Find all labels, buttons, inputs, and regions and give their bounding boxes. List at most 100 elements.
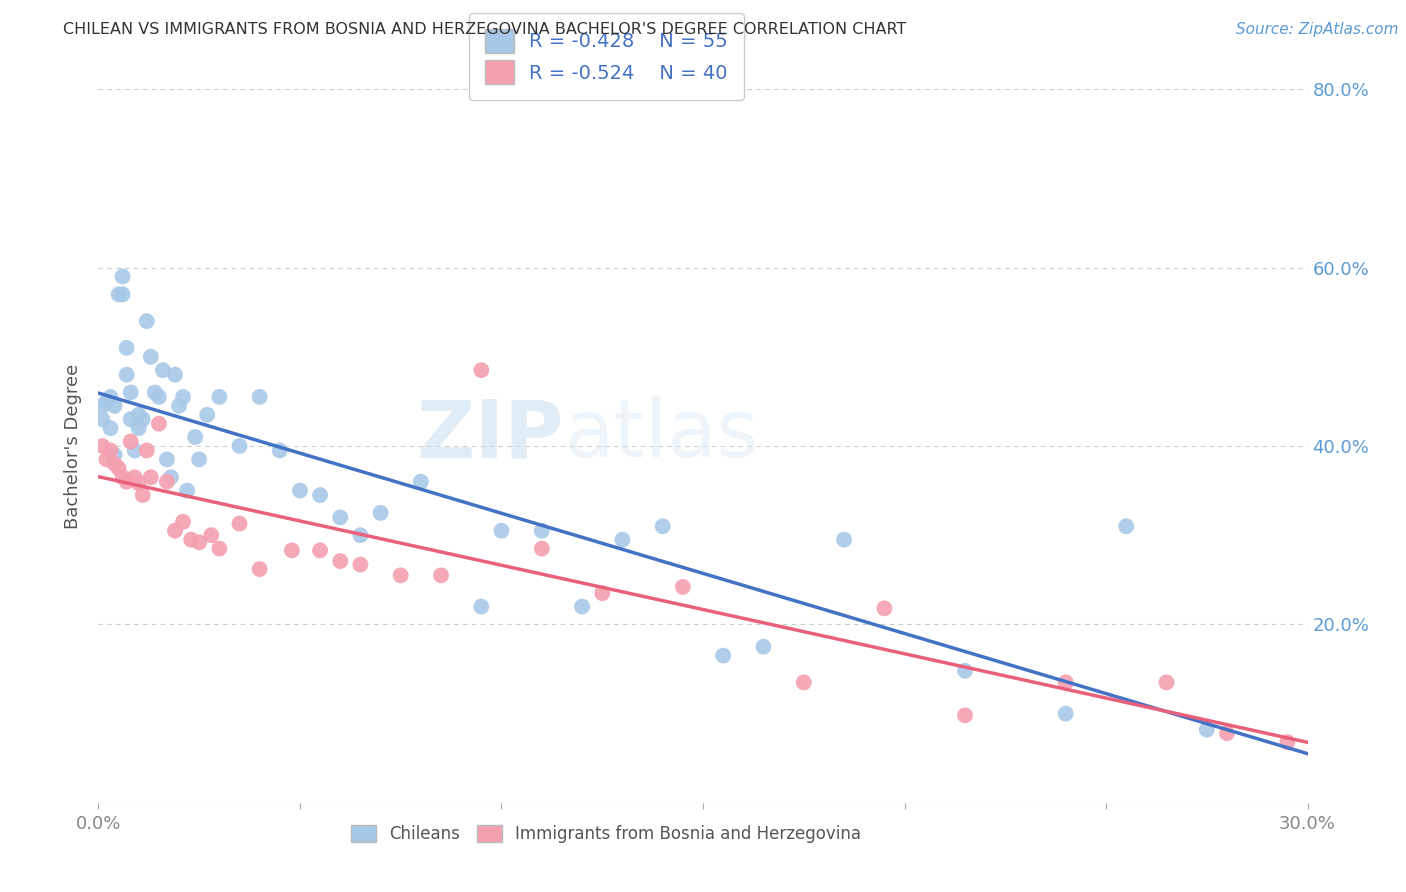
Point — [208, 390, 231, 404]
Point — [349, 528, 371, 542]
Text: CHILEAN VS IMMIGRANTS FROM BOSNIA AND HERZEGOVINA BACHELOR'S DEGREE CORRELATION : CHILEAN VS IMMIGRANTS FROM BOSNIA AND HE… — [63, 22, 907, 37]
Point — [228, 439, 250, 453]
Point — [711, 648, 734, 663]
Point — [1054, 675, 1077, 690]
Point — [167, 399, 190, 413]
Point — [470, 599, 492, 614]
Point — [111, 470, 134, 484]
Point — [530, 524, 553, 538]
Point — [120, 385, 142, 400]
Point — [370, 506, 392, 520]
Text: Source: ZipAtlas.com: Source: ZipAtlas.com — [1236, 22, 1399, 37]
Y-axis label: Bachelor's Degree: Bachelor's Degree — [65, 363, 83, 529]
Point — [953, 664, 976, 678]
Point — [752, 640, 775, 654]
Point — [530, 541, 553, 556]
Point — [124, 470, 146, 484]
Point — [132, 412, 155, 426]
Point — [148, 417, 170, 431]
Point — [176, 483, 198, 498]
Point — [115, 341, 138, 355]
Point — [91, 439, 114, 453]
Point — [156, 452, 179, 467]
Point — [120, 434, 142, 449]
Point — [111, 287, 134, 301]
Point — [163, 524, 186, 538]
Point — [651, 519, 673, 533]
Point — [188, 452, 211, 467]
Point — [120, 412, 142, 426]
Point — [172, 515, 194, 529]
Point — [281, 543, 304, 558]
Point — [91, 412, 114, 426]
Legend: Chileans, Immigrants from Bosnia and Herzegovina: Chileans, Immigrants from Bosnia and Her… — [343, 817, 870, 852]
Point — [132, 488, 155, 502]
Point — [470, 363, 492, 377]
Point — [124, 443, 146, 458]
Point — [156, 475, 179, 489]
Point — [309, 543, 332, 558]
Point — [100, 390, 122, 404]
Text: ZIP: ZIP — [416, 396, 564, 475]
Point — [128, 421, 150, 435]
Point — [180, 533, 202, 547]
Point — [409, 475, 432, 489]
Point — [491, 524, 513, 538]
Point — [160, 470, 183, 484]
Point — [832, 533, 855, 547]
Point — [96, 452, 118, 467]
Point — [152, 363, 174, 377]
Point — [103, 457, 125, 471]
Point — [128, 476, 150, 491]
Text: atlas: atlas — [564, 396, 758, 475]
Point — [1216, 726, 1239, 740]
Point — [953, 708, 976, 723]
Point — [1054, 706, 1077, 721]
Point — [111, 269, 134, 284]
Point — [195, 408, 218, 422]
Point — [873, 601, 896, 615]
Point — [269, 443, 291, 458]
Point — [612, 533, 634, 547]
Point — [103, 399, 125, 413]
Point — [128, 408, 150, 422]
Point — [249, 562, 271, 576]
Point — [188, 535, 211, 549]
Point — [329, 554, 352, 568]
Point — [96, 394, 118, 409]
Point — [249, 390, 271, 404]
Point — [389, 568, 412, 582]
Point — [1156, 675, 1178, 690]
Point — [793, 675, 815, 690]
Point — [329, 510, 352, 524]
Point — [349, 558, 371, 572]
Point — [1195, 723, 1218, 737]
Point — [107, 461, 129, 475]
Point — [288, 483, 311, 498]
Point — [208, 541, 231, 556]
Point — [309, 488, 332, 502]
Point — [172, 390, 194, 404]
Point — [107, 287, 129, 301]
Point — [571, 599, 593, 614]
Point — [115, 368, 138, 382]
Point — [200, 528, 222, 542]
Point — [135, 443, 157, 458]
Point — [139, 350, 162, 364]
Point — [1115, 519, 1137, 533]
Point — [103, 448, 125, 462]
Point — [115, 475, 138, 489]
Point — [100, 421, 122, 435]
Point — [135, 314, 157, 328]
Point — [148, 390, 170, 404]
Point — [143, 385, 166, 400]
Point — [430, 568, 453, 582]
Point — [591, 586, 613, 600]
Point — [228, 516, 250, 531]
Point — [163, 368, 186, 382]
Point — [100, 443, 122, 458]
Point — [91, 399, 114, 413]
Point — [184, 430, 207, 444]
Point — [139, 470, 162, 484]
Point — [672, 580, 695, 594]
